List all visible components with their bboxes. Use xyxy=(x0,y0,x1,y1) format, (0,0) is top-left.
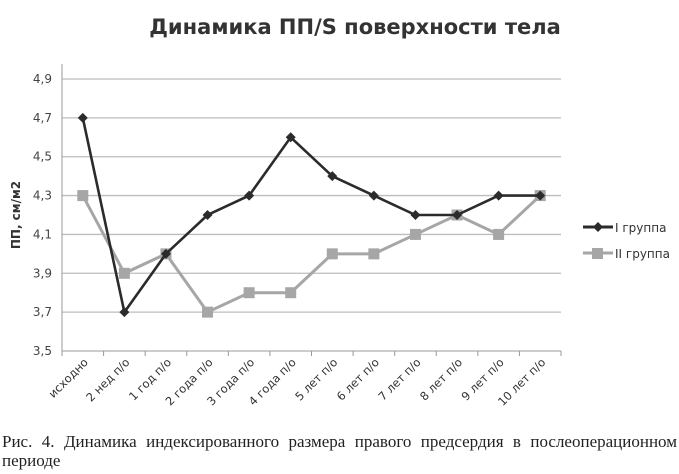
y-tick-label: 4,9 xyxy=(33,72,52,86)
legend-marker-diamond xyxy=(593,222,603,232)
y-tick-label: 4,1 xyxy=(33,227,52,241)
chart-title: Динамика ПП/S поверхности тела xyxy=(149,15,561,39)
x-tick-label: 7 лет п/о xyxy=(375,355,423,403)
data-point-square xyxy=(202,306,214,318)
x-tick-label: 6 лет п/о xyxy=(334,355,382,403)
y-tick-label: 4,5 xyxy=(33,150,52,164)
data-point-diamond xyxy=(77,112,88,123)
y-tick-label: 3,5 xyxy=(33,344,52,358)
data-point-square xyxy=(118,267,130,279)
figure-caption: Рис. 4. Динамика индексированного размер… xyxy=(2,432,677,470)
data-point-square xyxy=(409,228,421,240)
data-point-diamond xyxy=(535,190,546,201)
data-point-diamond xyxy=(452,210,463,220)
x-tick-label: 5 лет п/о xyxy=(292,355,340,403)
series-line-2 xyxy=(81,194,542,315)
data-point-diamond xyxy=(119,307,130,318)
y-axis-label: ПП, см/м2 xyxy=(9,181,23,249)
y-tick-label: 4,3 xyxy=(33,189,52,203)
data-point-square xyxy=(368,248,380,260)
x-tick-label: 8 лет п/о xyxy=(417,355,465,403)
data-point-square xyxy=(493,228,505,240)
data-point-diamond xyxy=(368,190,379,201)
data-point-diamond xyxy=(244,190,255,201)
legend-marker-square xyxy=(592,248,603,259)
data-point-square xyxy=(243,287,255,299)
data-point-diamond xyxy=(160,248,171,259)
y-tick-label: 3,7 xyxy=(33,305,52,319)
y-tick-label: 4,7 xyxy=(33,111,52,125)
data-point-diamond xyxy=(410,210,421,220)
data-point-square xyxy=(326,248,338,260)
data-point-square xyxy=(285,287,297,299)
data-point-diamond xyxy=(493,190,504,201)
data-point-diamond xyxy=(327,171,338,182)
series-line-1 xyxy=(81,117,541,316)
data-point-diamond xyxy=(285,132,296,143)
line-chart: Динамика ПП/S поверхности тела ПП, см/м2… xyxy=(9,15,670,409)
data-point-diamond xyxy=(202,210,213,220)
legend-label: I группа xyxy=(615,221,666,235)
x-tick-label: 2 нед п/о xyxy=(83,355,132,404)
legend-label: II группа xyxy=(615,247,670,261)
y-tick-label: 3,9 xyxy=(33,266,52,280)
data-point-square xyxy=(77,190,89,202)
